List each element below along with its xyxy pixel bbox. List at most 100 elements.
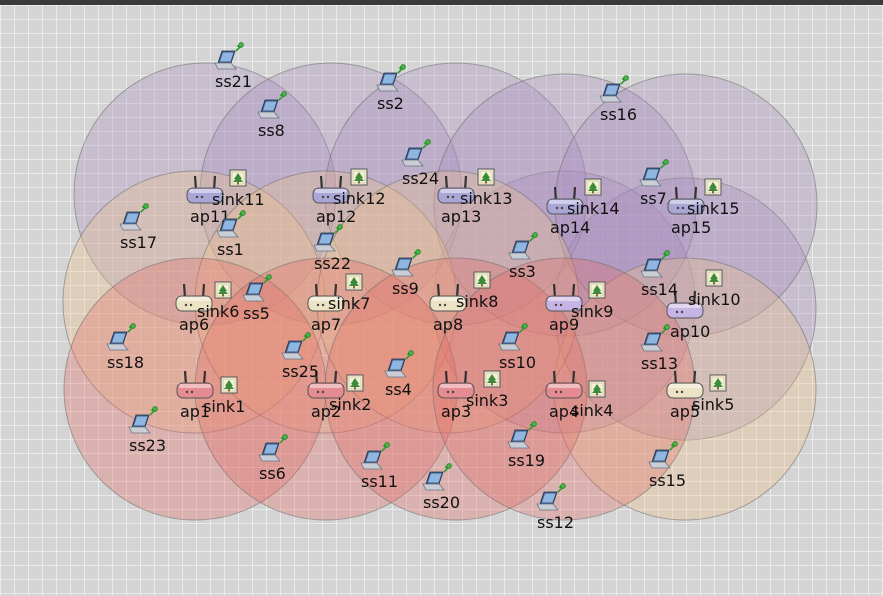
access-point-ap13[interactable]: ap13 bbox=[437, 175, 481, 226]
subscriber-station-ss8[interactable]: ss8 bbox=[257, 91, 287, 140]
subscriber-station-ss14[interactable]: ss14 bbox=[640, 250, 678, 299]
subscriber-station-ss13[interactable]: ss13 bbox=[640, 324, 678, 373]
sink-node-sink2[interactable]: sink2 bbox=[329, 374, 371, 414]
laptop-icon bbox=[384, 350, 414, 378]
sink-node-sink6[interactable]: sink6 bbox=[197, 281, 239, 321]
access-point-ap6[interactable]: ap6 bbox=[175, 283, 213, 334]
station-label: ss6 bbox=[259, 464, 286, 483]
access-point-ap2[interactable]: ap2 bbox=[307, 370, 345, 421]
sink-tree-icon bbox=[483, 370, 501, 388]
station-label: ss15 bbox=[649, 471, 686, 490]
station-label: ss18 bbox=[107, 353, 144, 372]
sink-node-sink13[interactable]: sink13 bbox=[460, 168, 513, 208]
access-point-ap11[interactable]: ap11 bbox=[186, 175, 230, 226]
sink-node-sink9[interactable]: sink9 bbox=[571, 281, 613, 321]
router-icon bbox=[175, 283, 213, 312]
sink-node-sink4[interactable]: sink4 bbox=[571, 380, 613, 420]
sink-node-sink10[interactable]: sink10 bbox=[688, 269, 741, 309]
laptop-icon bbox=[258, 434, 288, 462]
subscriber-station-ss10[interactable]: ss10 bbox=[498, 323, 536, 372]
subscriber-station-ss23[interactable]: ss23 bbox=[128, 406, 166, 455]
sink-node-sink11[interactable]: sink11 bbox=[212, 169, 265, 209]
laptop-icon bbox=[498, 323, 528, 351]
sink-label: sink7 bbox=[328, 294, 370, 313]
laptop-icon bbox=[422, 463, 452, 491]
network-canvas[interactable]: ap1 ap2 ap3 ap4 ap5 ap6 ap7 ap8 ap9 ap10 ap11 ap12 a… bbox=[0, 5, 883, 596]
access-point-ap12[interactable]: ap12 bbox=[312, 175, 356, 226]
access-point-label: ap13 bbox=[441, 207, 481, 226]
station-label: ss14 bbox=[641, 280, 678, 299]
sink-node-sink12[interactable]: sink12 bbox=[333, 168, 386, 208]
sink-label: sink6 bbox=[197, 302, 239, 321]
station-label: ss19 bbox=[508, 451, 545, 470]
subscriber-station-ss24[interactable]: ss24 bbox=[401, 139, 439, 188]
subscriber-station-ss15[interactable]: ss15 bbox=[648, 441, 686, 490]
access-point-label: ap3 bbox=[441, 402, 471, 421]
access-point-ap9[interactable]: ap9 bbox=[545, 283, 583, 334]
station-label: ss5 bbox=[243, 304, 270, 323]
subscriber-station-ss18[interactable]: ss18 bbox=[106, 323, 144, 372]
sink-label: sink15 bbox=[687, 199, 740, 218]
sink-label: sink2 bbox=[329, 395, 371, 414]
router-icon bbox=[429, 283, 467, 312]
access-point-ap4[interactable]: ap4 bbox=[545, 370, 583, 421]
subscriber-station-ss4[interactable]: ss4 bbox=[384, 350, 414, 399]
subscriber-station-ss3[interactable]: ss3 bbox=[508, 232, 538, 281]
laptop-icon bbox=[257, 91, 287, 119]
subscriber-station-ss25[interactable]: ss25 bbox=[281, 332, 319, 381]
sink-tree-icon bbox=[584, 178, 602, 196]
subscriber-station-ss21[interactable]: ss21 bbox=[214, 42, 252, 91]
access-point-label: ap11 bbox=[190, 207, 230, 226]
sink-label: sink14 bbox=[567, 199, 620, 218]
subscriber-station-ss12[interactable]: ss12 bbox=[536, 483, 574, 532]
sink-tree-icon bbox=[220, 376, 238, 394]
subscriber-station-ss17[interactable]: ss17 bbox=[119, 203, 157, 252]
subscriber-station-ss2[interactable]: ss2 bbox=[376, 64, 406, 113]
sink-tree-icon bbox=[350, 168, 368, 186]
access-point-label: ap9 bbox=[549, 315, 579, 334]
subscriber-station-ss7[interactable]: ss7 bbox=[639, 159, 669, 208]
access-point-ap1[interactable]: ap1 bbox=[176, 370, 214, 421]
subscriber-station-ss11[interactable]: ss11 bbox=[360, 442, 398, 491]
router-icon bbox=[186, 175, 224, 204]
subscriber-station-ss19[interactable]: ss19 bbox=[507, 421, 545, 470]
station-label: ss10 bbox=[499, 353, 536, 372]
laptop-icon bbox=[507, 421, 537, 449]
subscriber-station-ss22[interactable]: ss22 bbox=[313, 224, 351, 273]
sink-tree-icon bbox=[229, 169, 247, 187]
sink-tree-icon bbox=[214, 281, 232, 299]
station-label: ss23 bbox=[129, 436, 166, 455]
router-icon bbox=[666, 370, 704, 399]
access-point-ap14[interactable]: ap14 bbox=[546, 186, 590, 237]
laptop-icon bbox=[128, 406, 158, 434]
access-point-ap5[interactable]: ap5 bbox=[666, 370, 704, 421]
access-point-label: ap14 bbox=[550, 218, 590, 237]
sink-node-sink14[interactable]: sink14 bbox=[567, 178, 620, 218]
subscriber-station-ss9[interactable]: ss9 bbox=[391, 249, 421, 298]
subscriber-station-ss20[interactable]: ss20 bbox=[422, 463, 460, 512]
access-point-ap8[interactable]: ap8 bbox=[429, 283, 467, 334]
access-point-ap15[interactable]: ap15 bbox=[667, 186, 711, 237]
access-point-ap3[interactable]: ap3 bbox=[437, 370, 475, 421]
sink-node-sink5[interactable]: sink5 bbox=[692, 374, 734, 414]
laptop-icon bbox=[106, 323, 136, 351]
sink-node-sink1[interactable]: sink1 bbox=[203, 376, 245, 416]
access-point-ap10[interactable]: ap10 bbox=[666, 290, 710, 341]
router-icon bbox=[545, 370, 583, 399]
laptop-icon bbox=[391, 249, 421, 277]
sink-node-sink15[interactable]: sink15 bbox=[687, 178, 740, 218]
station-label: ss9 bbox=[392, 279, 419, 298]
sink-node-sink8[interactable]: sink8 bbox=[456, 271, 498, 311]
laptop-icon bbox=[640, 324, 670, 352]
subscriber-station-ss6[interactable]: ss6 bbox=[258, 434, 288, 483]
station-label: ss1 bbox=[217, 240, 244, 259]
subscriber-station-ss16[interactable]: ss16 bbox=[599, 75, 637, 124]
subscriber-station-ss1[interactable]: ss1 bbox=[216, 210, 246, 259]
laptop-icon bbox=[360, 442, 390, 470]
access-point-ap7[interactable]: ap7 bbox=[307, 283, 345, 334]
sink-node-sink3[interactable]: sink3 bbox=[466, 370, 508, 410]
subscriber-station-ss5[interactable]: ss5 bbox=[242, 274, 272, 323]
sink-label: sink13 bbox=[460, 189, 513, 208]
sink-node-sink7[interactable]: sink7 bbox=[328, 273, 370, 313]
access-point-label: ap10 bbox=[670, 322, 710, 341]
